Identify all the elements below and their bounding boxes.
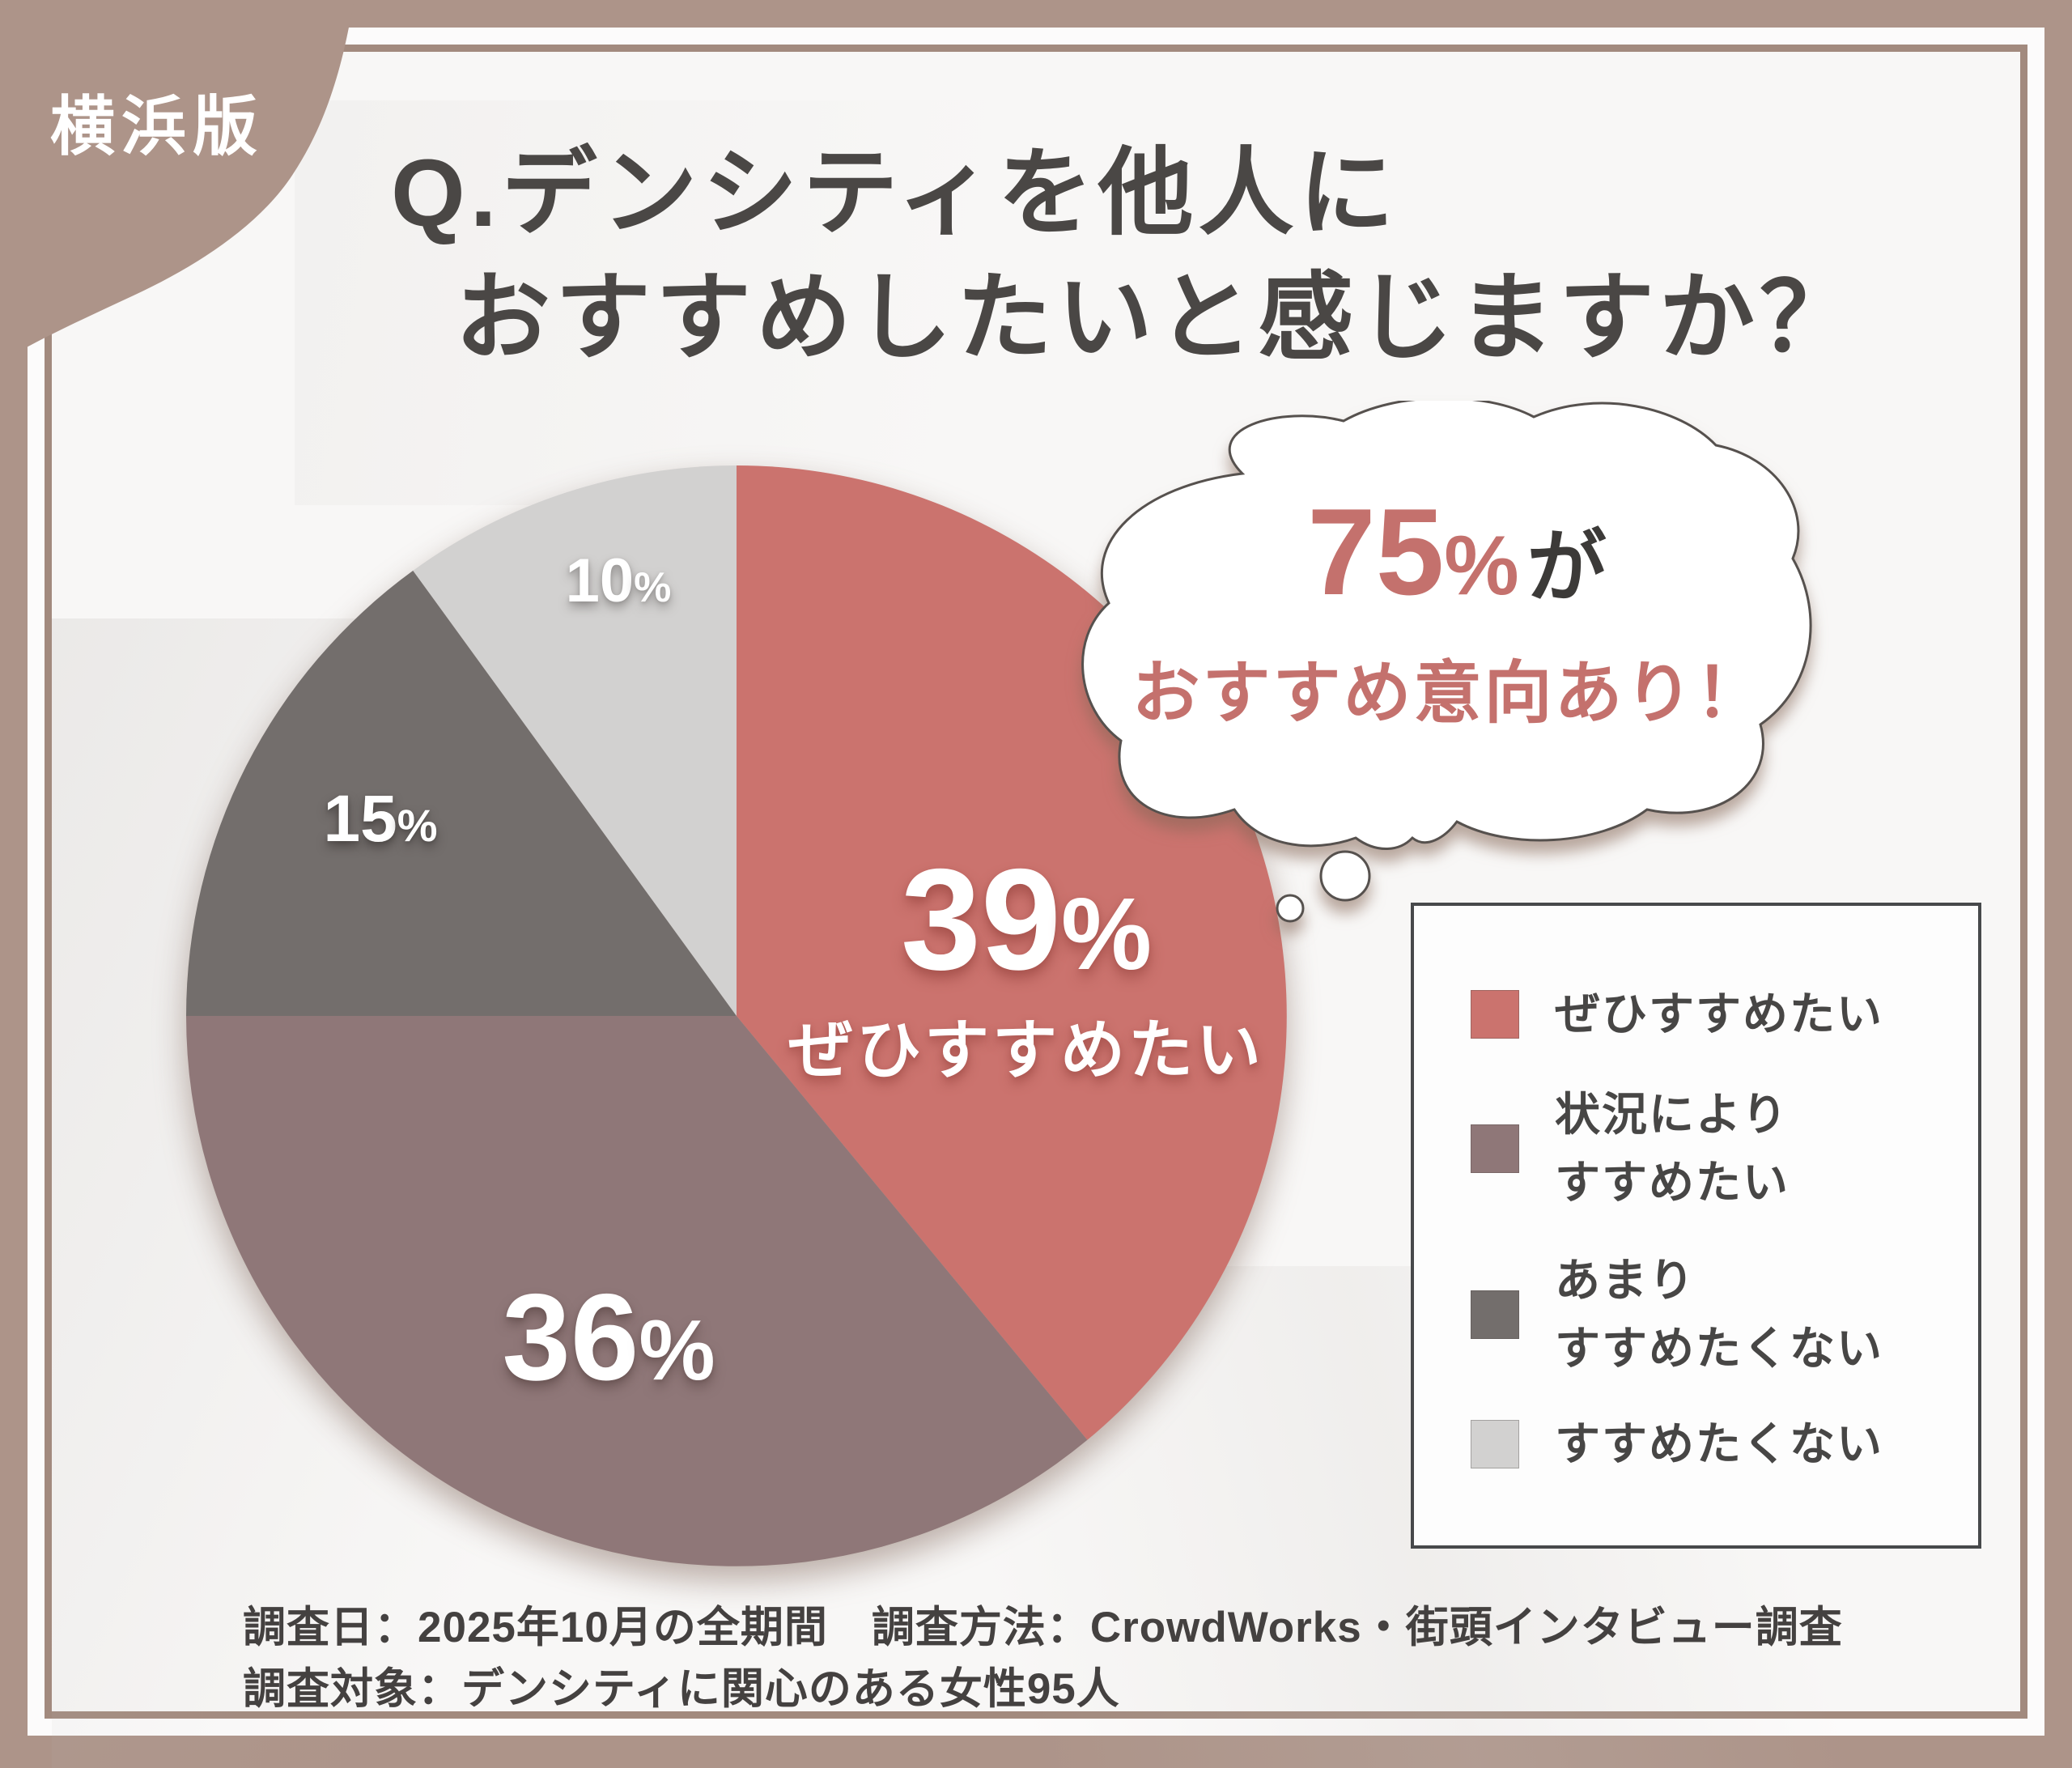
bubble-particle: が <box>1526 522 1607 611</box>
page-title-line2: おすすめしたいと感じますか？ <box>455 265 1861 372</box>
legend-item-susumetakunai: すすめたくない <box>1471 1418 1883 1469</box>
legend-label: すすめたくない <box>1555 1418 1883 1469</box>
thought-bubble-dot-large <box>1319 850 1371 902</box>
bubble-subline: おすすめ意向あり！ <box>1132 655 1766 731</box>
legend-label: ぜひすすめたい <box>1555 988 1883 1039</box>
legend-label: 状況により すすめたい <box>1555 1089 1790 1208</box>
pie-slice-susumetakunai <box>413 465 737 1016</box>
thought-bubble <box>1081 401 1812 923</box>
pie-slice-joukyou <box>186 1016 1088 1566</box>
survey-note-line1: 調査日：2025年10月の全期間 調査方法：CrowdWorks・街頭インタビュ… <box>243 1604 1843 1651</box>
legend-swatch-lightgray <box>1471 1420 1519 1468</box>
pie-slice-amari <box>186 570 737 1016</box>
corner-blob-shape <box>0 0 354 363</box>
bubble-percent-unit: % <box>1444 519 1519 613</box>
pie-value-10: 10% <box>565 546 672 615</box>
legend-item-amari: あまり すすめたくない <box>1471 1246 1883 1383</box>
legend-item-joukyou: 状況により すすめたい <box>1471 1080 1790 1218</box>
legend-swatch-darkgray <box>1471 1290 1519 1339</box>
bubble-headline: 75% が <box>1307 491 1607 614</box>
legend-swatch-mauve <box>1471 1124 1519 1173</box>
page-title-line1: Q.デンシティを他人に <box>391 140 1399 247</box>
thought-bubble-cloud <box>1081 401 1812 850</box>
legend-label: あまり すすめたくない <box>1555 1255 1883 1374</box>
legend-swatch-red <box>1471 990 1519 1039</box>
pie-value-15: 15% <box>323 782 438 856</box>
survey-note-line2: 調査対象：デンシティに関心のある女性95人 <box>243 1665 1120 1713</box>
pie-caption-zehi: ぜひすすめたい <box>788 1014 1264 1086</box>
legend-box: ぜひすすめたい 状況により すすめたい あまり すすめたくない すすめたくない <box>1411 903 1981 1549</box>
pie-value-39: 39% <box>900 839 1153 1000</box>
edition-badge: 横浜版 <box>50 91 264 163</box>
pie-value-36: 36% <box>502 1269 715 1406</box>
bubble-percent: 75 <box>1307 483 1445 621</box>
legend-item-zehi: ぜひすすめたい <box>1471 988 1883 1039</box>
thought-bubble-dot-small <box>1276 894 1305 923</box>
